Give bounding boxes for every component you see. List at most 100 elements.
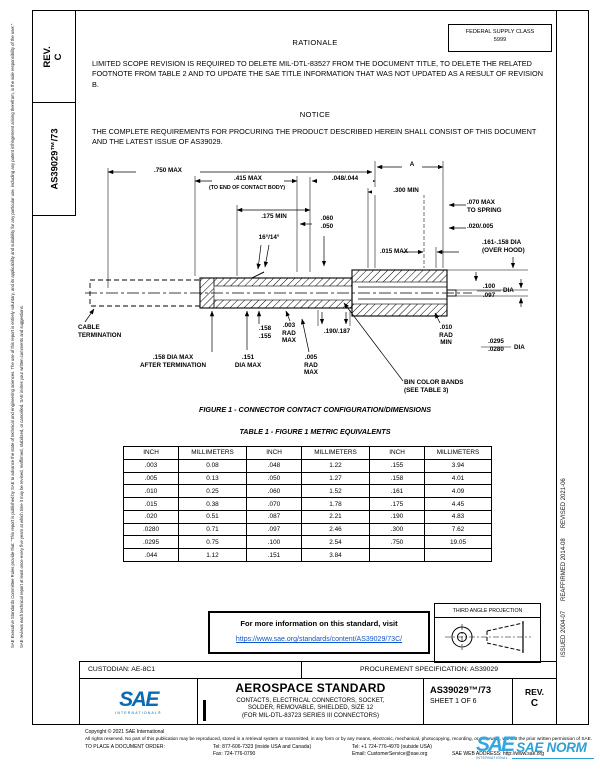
cell: 19.05 [424, 535, 492, 550]
cell: .100 [246, 535, 302, 550]
dim-label-415b: (TO END OF CONTACT BODY) [208, 185, 286, 191]
dim-label-0295-dia: DIA [514, 344, 525, 351]
revision-change-bar [203, 700, 206, 721]
notice-heading: NOTICE [299, 110, 331, 119]
header-cell: INCH [123, 446, 179, 460]
dim-label-750: .750 MAX [136, 167, 200, 175]
order-label: TO PLACE A DOCUMENT ORDER: [85, 744, 165, 750]
cell: 3.84 [301, 548, 370, 563]
cell: .750 [369, 535, 425, 550]
left-disclaimer-2: SAE reviews each technical report at lea… [19, 305, 24, 648]
dim-label-158: .158 .155 [258, 325, 272, 340]
header-cell: INCH [369, 446, 425, 460]
issue-date-rail: ISSUED 2004-07 REAFFIRMED 2014-08 REVISE… [561, 478, 567, 657]
table-row: .010 0.25.060 1.52.161 4.09 [123, 484, 492, 499]
doc-number-vertical: AS39029™/73 [49, 128, 59, 190]
label-after-termination: .158 DIA MAX AFTER TERMINATION [140, 354, 206, 369]
standard-type: AEROSPACE STANDARD [235, 681, 386, 695]
dim-label-100: .100 [482, 283, 496, 290]
sae-logo-cell: SAE INTERNATIONAL® [79, 678, 198, 725]
header-cell: MILLIMETERS [301, 446, 370, 460]
dim-label-048: .048/.044 [317, 175, 373, 183]
dim-label-rad005: .005 RAD MAX [304, 354, 318, 377]
cell: .005 [123, 471, 179, 486]
fsc-label: FEDERAL SUPPLY CLASS [465, 29, 535, 35]
rev-cell: REV. C [512, 678, 557, 725]
cell: 4.83 [424, 509, 492, 524]
table-caption: TABLE 1 - FIGURE 1 METRIC EQUIVALENTS [239, 427, 391, 436]
projection-box: THIRD ANGLE PROJECTION [434, 603, 541, 663]
figure-drawing [84, 161, 528, 382]
doc-number: AS39029™/73 [430, 685, 491, 695]
phone-outside: Tel: +1 724-776-4970 (outside USA) [352, 744, 432, 750]
cell: 4.09 [424, 484, 492, 499]
cell: .300 [369, 522, 425, 537]
sheet-number: SHEET 1 OF 6 [430, 698, 477, 705]
fax-line: Fax: 724-776-0790 [213, 751, 256, 757]
notice-body: THE COMPLETE REQUIREMENTS FOR PROCURING … [92, 127, 537, 147]
cell: .158 [369, 471, 425, 486]
more-info-box: For more information on this standard, v… [208, 611, 430, 654]
label-bin-color-bands: BIN COLOR BANDS (SEE TABLE 3) [404, 379, 464, 394]
title-cell: AEROSPACE STANDARD CONTACTS, ELECTRICAL … [197, 678, 424, 725]
rationale-body: LIMITED SCOPE REVISION IS REQUIRED TO DE… [92, 59, 543, 89]
rev-value: C [530, 698, 539, 709]
metric-table: INCH MILLIMETERS INCH MILLIMETERS INCH M… [123, 446, 492, 563]
right-rail-divider [556, 10, 557, 662]
cell: 2.46 [301, 522, 370, 537]
cell: .161 [369, 484, 425, 499]
sae-logo-sub: INTERNATIONAL® [115, 710, 162, 715]
rights-line: All rights reserved. No part of this pub… [85, 735, 593, 741]
cell: .0280 [123, 522, 179, 537]
cell: 0.51 [178, 509, 247, 524]
table-row: .003 0.08.048 1.22.155 3.94 [123, 458, 492, 473]
table-row: .020 0.51.087 2.21.190 4.83 [123, 509, 492, 524]
cell: .097 [246, 522, 302, 537]
dim-label-415: .415 MAX [212, 175, 284, 183]
fsc-value: 5999 [493, 36, 507, 43]
dim-label-rad003: .003 RAD MAX [282, 322, 296, 345]
left-disclaimer-1: SAE Executive Standards Committee Rules … [10, 23, 15, 648]
cell: 0.75 [178, 535, 247, 550]
header-cell: MILLIMETERS [424, 446, 492, 460]
dim-label-161: .161-.158 DIA (OVER HOOD) [482, 239, 525, 254]
table-header-row: INCH MILLIMETERS INCH MILLIMETERS INCH M… [123, 446, 492, 460]
cell: .015 [123, 497, 179, 511]
sae-norm-watermark: SAE SAE NORM INTERNATIONAL. [476, 734, 594, 760]
cell: .003 [123, 458, 179, 473]
cell: 2.54 [301, 535, 370, 550]
phone-inside: Tel: 877-606-7323 (inside USA and Canada… [213, 744, 312, 750]
cell [369, 548, 425, 563]
table-row: .044 1.12.151 3.84 [123, 548, 492, 563]
cell [424, 548, 492, 563]
cell: 1.52 [301, 484, 370, 499]
doc-number-cell: AS39029™/73 SHEET 1 OF 6 [423, 678, 513, 725]
dim-label-097: .097 [482, 292, 496, 299]
dim-label-300: .300 MIN [372, 187, 440, 195]
more-info-text: For more information on this standard, v… [240, 619, 398, 628]
dim-label-0295: .0295 .0280 [488, 338, 504, 353]
table-row: .0295 0.75.100 2.54.750 19.05 [123, 535, 492, 550]
doc-number-box: AS39029™/73 [32, 102, 76, 216]
doc-title-line1: CONTACTS, ELECTRICAL CONNECTORS, SOCKET, [236, 697, 385, 704]
dim-label-16deg: 16°/14° [258, 234, 280, 241]
cell: 7.62 [424, 522, 492, 537]
cell: .070 [246, 497, 302, 511]
cell: 0.13 [178, 471, 247, 486]
table-row: .015 0.38.070 1.78.175 4.45 [123, 497, 492, 511]
cell: 0.25 [178, 484, 247, 499]
cell: 1.22 [301, 458, 370, 473]
cell: .175 [369, 497, 425, 511]
email-line: Email: CustomerService@sae.org [352, 751, 428, 757]
cell: 2.21 [301, 509, 370, 524]
cell: .087 [246, 509, 302, 524]
cell: 1.78 [301, 497, 370, 511]
figure-1: .750 MAX A .048/.044 .415 MAX (TO END OF… [65, 158, 555, 404]
standard-url-link[interactable]: https://www.sae.org/standards/content/AS… [235, 636, 403, 643]
cell: .020 [123, 509, 179, 524]
header-cell: INCH [246, 446, 302, 460]
projection-label: THIRD ANGLE PROJECTION [435, 604, 540, 618]
dim-label-190: .190/.187 [323, 328, 351, 335]
cell: .060 [246, 484, 302, 499]
